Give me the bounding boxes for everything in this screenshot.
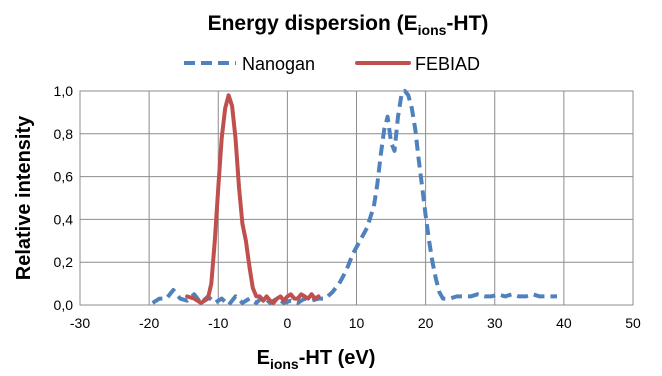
series-layer <box>151 89 557 307</box>
y-tick-label: 0,0 <box>54 297 74 313</box>
series-line-febiad <box>185 93 321 305</box>
x-tick-label: 10 <box>349 315 365 331</box>
x-tick-label: 50 <box>625 315 641 331</box>
chart-title-prefix: Energy dispersion (E <box>208 12 418 35</box>
series-line-nanogan <box>151 89 557 307</box>
x-axis-title-prefix: E <box>257 347 270 369</box>
x-tick-label: -10 <box>208 315 228 331</box>
plot-area-frame <box>79 90 634 306</box>
y-tick-label: 0,6 <box>54 169 74 185</box>
x-axis-title: Eions-HT (eV) <box>257 347 376 372</box>
x-axis-title-suffix: -HT (eV) <box>299 347 376 369</box>
legend: Nanogan FEBIAD <box>184 54 480 74</box>
y-tick-label: 0,4 <box>54 211 74 227</box>
x-tick-label: 20 <box>418 315 434 331</box>
x-tick-label: -30 <box>70 315 90 331</box>
legend-label-febiad: FEBIAD <box>415 54 480 74</box>
x-tick-label: 0 <box>283 315 291 331</box>
chart-title: Energy dispersion (Eions-HT) <box>208 12 489 38</box>
legend-label-nanogan: Nanogan <box>242 54 315 74</box>
x-tick-label: -20 <box>139 315 159 331</box>
grid <box>80 91 633 305</box>
x-axis-ticks: -30 -20 -10 0 10 20 30 40 50 <box>70 315 641 331</box>
chart-title-suffix: -HT) <box>446 12 488 35</box>
x-tick-label: 40 <box>556 315 572 331</box>
y-axis-ticks: 0,0 0,2 0,4 0,6 0,8 1,0 <box>54 83 74 313</box>
x-axis-title-subscript: ions <box>270 356 299 372</box>
x-tick-label: 30 <box>487 315 503 331</box>
chart-title-subscript: ions <box>418 22 447 38</box>
y-tick-label: 1,0 <box>54 83 74 99</box>
y-tick-label: 0,2 <box>54 254 74 270</box>
y-axis-title: Relative intensity <box>13 115 35 280</box>
y-tick-label: 0,8 <box>54 126 74 142</box>
